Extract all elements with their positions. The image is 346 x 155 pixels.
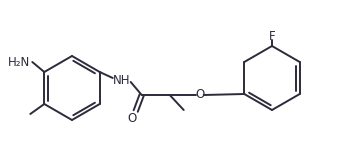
Text: O: O — [195, 89, 204, 102]
Text: O: O — [127, 113, 136, 126]
Text: NH: NH — [113, 73, 130, 86]
Text: F: F — [269, 29, 275, 42]
Text: H₂N: H₂N — [8, 55, 30, 69]
